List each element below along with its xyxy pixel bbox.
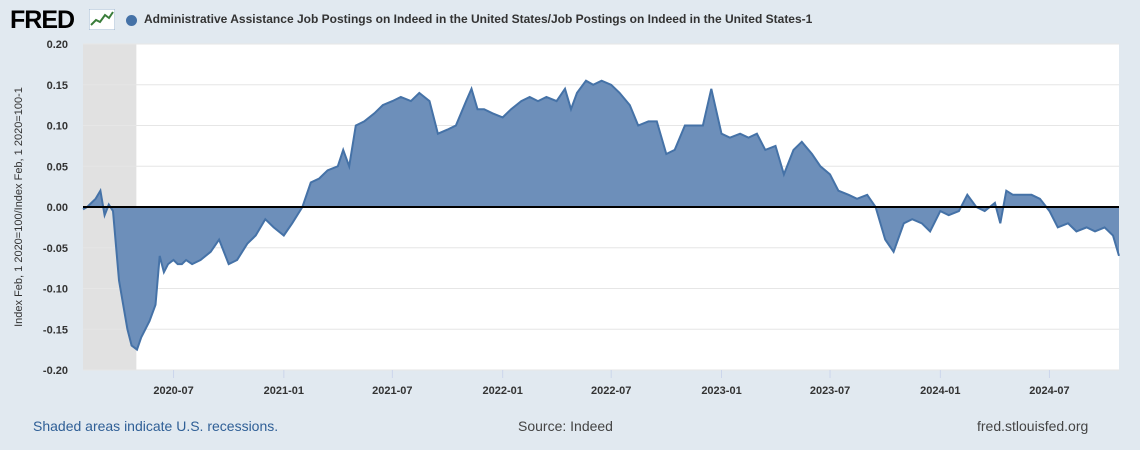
- recession-note: Shaded areas indicate U.S. recessions.: [33, 418, 279, 434]
- header: FRED Administrative Assistance Job Posti…: [0, 0, 1140, 40]
- series-title: Administrative Assistance Job Postings o…: [144, 12, 813, 26]
- x-tick-label: 2021-01: [264, 385, 304, 397]
- series-area: [82, 79, 1120, 352]
- y-tick-label: 0.05: [47, 161, 68, 173]
- x-tick-label: 2022-01: [482, 385, 522, 397]
- y-tick-label: 0.10: [47, 121, 68, 133]
- x-tick-label: 2023-07: [810, 385, 850, 397]
- series-fill: [83, 80, 1119, 350]
- source-text: Source: Indeed: [518, 418, 613, 434]
- y-tick-label: -0.15: [43, 324, 68, 336]
- fred-logo-chart-icon: [89, 9, 115, 30]
- y-tick-label: 0.00: [47, 202, 68, 214]
- y-tick-label: -0.05: [43, 243, 68, 255]
- x-tick-label: 2020-07: [153, 385, 193, 397]
- x-tick-label: 2024-07: [1029, 385, 1069, 397]
- y-axis-ticks: 0.20 0.15 0.10 0.05 0.00 -0.05 -0.10 -0.15 -0.20: [43, 39, 68, 377]
- legend-marker: [126, 15, 137, 26]
- y-axis-label: Index Feb, 1 2020=100/Index Feb, 1 2020=…: [13, 87, 25, 327]
- y-tick-label: -0.10: [43, 284, 68, 296]
- chart[interactable]: 0.20 0.15 0.10 0.05 0.00 -0.05 -0.10 -0.15 -0.20…: [0, 0, 1140, 410]
- x-tick-label: 2022-07: [591, 385, 631, 397]
- y-tick-label: 0.15: [47, 80, 68, 92]
- x-tick-label: 2021-07: [372, 385, 412, 397]
- fred-logo[interactable]: FRED: [10, 6, 75, 34]
- site-link[interactable]: fred.stlouisfed.org: [977, 418, 1089, 434]
- y-tick-label: -0.20: [43, 365, 68, 377]
- x-tick-label: 2024-01: [920, 385, 960, 397]
- y-tick-label: 0.20: [47, 39, 68, 51]
- x-axis-ticks: 2020-07 2021-01 2021-07 2022-01 2022-07 2023-…: [153, 370, 1070, 397]
- series-line: [82, 79, 1120, 352]
- x-tick-label: 2023-01: [701, 385, 741, 397]
